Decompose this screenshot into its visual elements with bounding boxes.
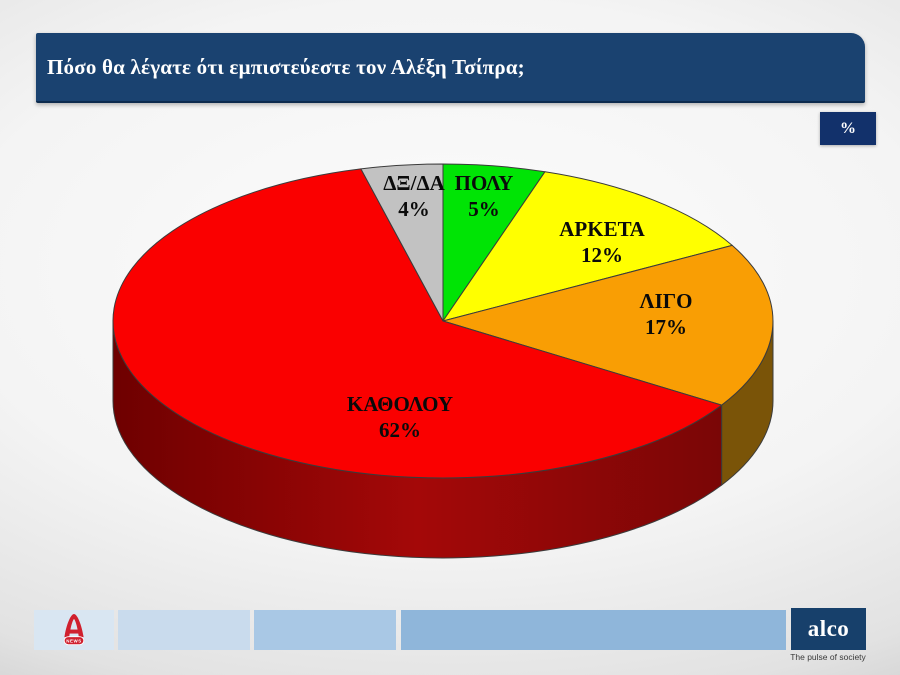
footer-bar-3 (401, 610, 786, 650)
slice-label-katholou: ΚΑΘΟΛΟΥ 62% (346, 392, 454, 442)
footer-channel-block: NEWS (34, 610, 114, 650)
question-banner: Πόσο θα λέγατε ότι εμπιστεύεστε τον Αλέξ… (36, 33, 865, 103)
slice-label-arketa: ΑΡΚΕΤΑ 12% (559, 217, 645, 267)
question-title: Πόσο θα λέγατε ότι εμπιστεύεστε τον Αλέξ… (47, 54, 525, 79)
pie-slice-2 (442, 244, 774, 406)
pie-slice-4 (360, 163, 444, 322)
alpha-news-logo: NEWS (63, 614, 85, 646)
slice-label-ligo: ΛΙΓΟ 17% (639, 289, 693, 339)
alco-tagline: The pulse of society (790, 652, 866, 662)
percent-unit-badge: % (820, 112, 876, 145)
pie-slice-3 (112, 168, 723, 479)
slice-label-dxda: ΔΞ/ΔΑ 4% (383, 171, 445, 221)
slice-label-poly: ΠΟΛΥ 5% (454, 171, 514, 221)
pie-slice-1 (442, 171, 733, 322)
alpha-news-caption: NEWS (66, 639, 81, 644)
footer-bar-2 (254, 610, 396, 650)
alco-logo: alco (791, 608, 866, 650)
footer-bar-1 (118, 610, 250, 650)
